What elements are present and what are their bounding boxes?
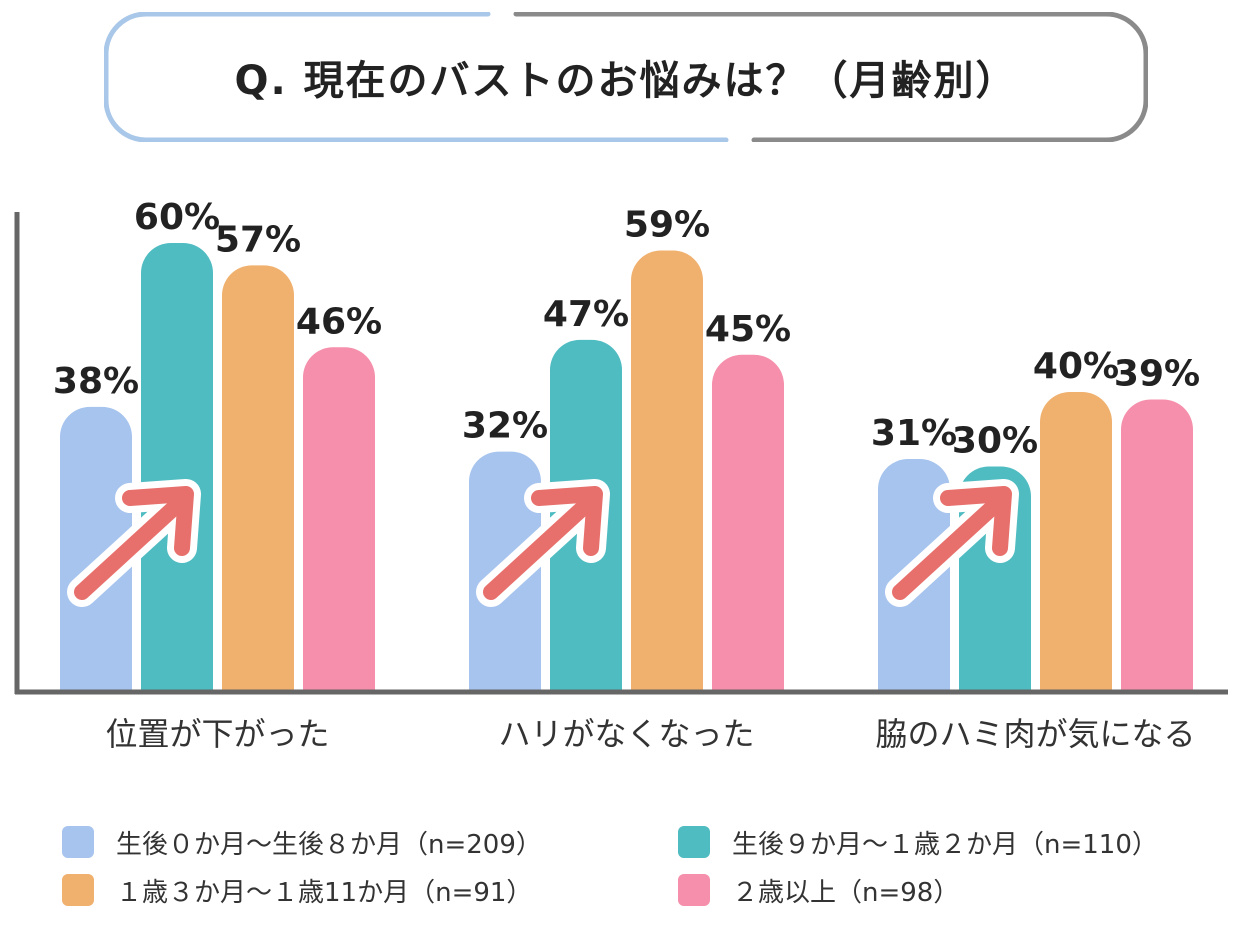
- title-frame-right-border: [513, 11, 1149, 143]
- value-label-2-1: 30%: [952, 421, 1038, 462]
- category-label-1: ハリがなくなった: [498, 715, 754, 753]
- legend: 生後０か月〜生後８か月（n=209） 生後９か月〜１歳２か月（n=110） １歳３か…: [62, 822, 1222, 912]
- legend-swatch-0: [62, 826, 94, 858]
- value-label-2-3: 39%: [1114, 353, 1200, 394]
- legend-label-0: 生後０か月〜生後８か月（n=209）: [116, 829, 542, 860]
- bar-2-3: [1121, 399, 1193, 690]
- value-label-2-2: 40%: [1033, 346, 1119, 387]
- bar-0-0: [60, 406, 132, 690]
- category-label-2: 脇のハミ肉が気になる: [875, 715, 1195, 753]
- arrow-head-icon-0: [122, 486, 194, 556]
- arrow-head-icon-2: [940, 486, 1012, 556]
- legend-item-3: ２歳以上（n=98）: [678, 870, 959, 910]
- arrow-head-icon-1: [531, 486, 603, 556]
- value-label-1-0: 32%: [462, 406, 548, 447]
- upward-arrow-icon-0: [74, 498, 184, 600]
- value-label-2-0: 31%: [871, 413, 957, 454]
- value-label-0-3: 46%: [296, 301, 382, 342]
- value-label-0-0: 38%: [53, 361, 139, 402]
- legend-label-2: １歳３か月〜１歳11か月（n=91）: [116, 877, 533, 908]
- legend-swatch-3: [678, 874, 710, 906]
- bar-0-1: [141, 243, 213, 690]
- legend-item-0: 生後０か月〜生後８か月（n=209）: [62, 822, 542, 862]
- value-label-1-3: 45%: [705, 309, 791, 350]
- value-label-1-1: 47%: [543, 294, 629, 335]
- value-label-1-2: 59%: [624, 204, 710, 245]
- legend-swatch-1: [678, 826, 710, 858]
- upward-arrow-icon-2: [892, 498, 1002, 600]
- bar-chart: 38% 60%57% 46% 位置が下がった 32% 47% 59% 45% ハリがなくなった 3…: [14, 197, 1228, 753]
- labels-layer: 38% 60%57% 46% 位置が下がった 32% 47% 59% 45% ハリがなくなった 3…: [53, 197, 1200, 753]
- legend-item-1: 生後９か月〜１歳２か月（n=110）: [678, 822, 1158, 862]
- axis-layer: [14, 212, 1228, 695]
- bar-0-2: [222, 265, 294, 690]
- title-box: Q. 現在のバストのお悩みは？（月齢別）: [103, 11, 1149, 143]
- arrows-layer: [67, 479, 1019, 607]
- legend-swatch-2: [62, 874, 94, 906]
- legend-label-3: ２歳以上（n=98）: [732, 877, 960, 908]
- bar-1-2: [631, 250, 703, 690]
- category-label-0: 位置が下がった: [105, 715, 329, 753]
- bar-2-2: [1040, 392, 1112, 690]
- value-label-0-1: 60%: [134, 197, 220, 238]
- value-label-0-2: 57%: [215, 219, 301, 260]
- bar-1-3: [712, 354, 784, 690]
- upward-arrow-icon-1: [483, 498, 593, 600]
- chart-title: Q. 現在のバストのお悩みは？（月齢別）: [234, 58, 1018, 104]
- title-frame-left-border: [103, 11, 729, 143]
- legend-label-1: 生後９か月〜１歳２か月（n=110）: [732, 829, 1158, 860]
- title-frame: [103, 11, 1149, 143]
- legend-item-2: １歳３か月〜１歳11か月（n=91）: [62, 870, 532, 910]
- bar-0-3: [303, 347, 375, 690]
